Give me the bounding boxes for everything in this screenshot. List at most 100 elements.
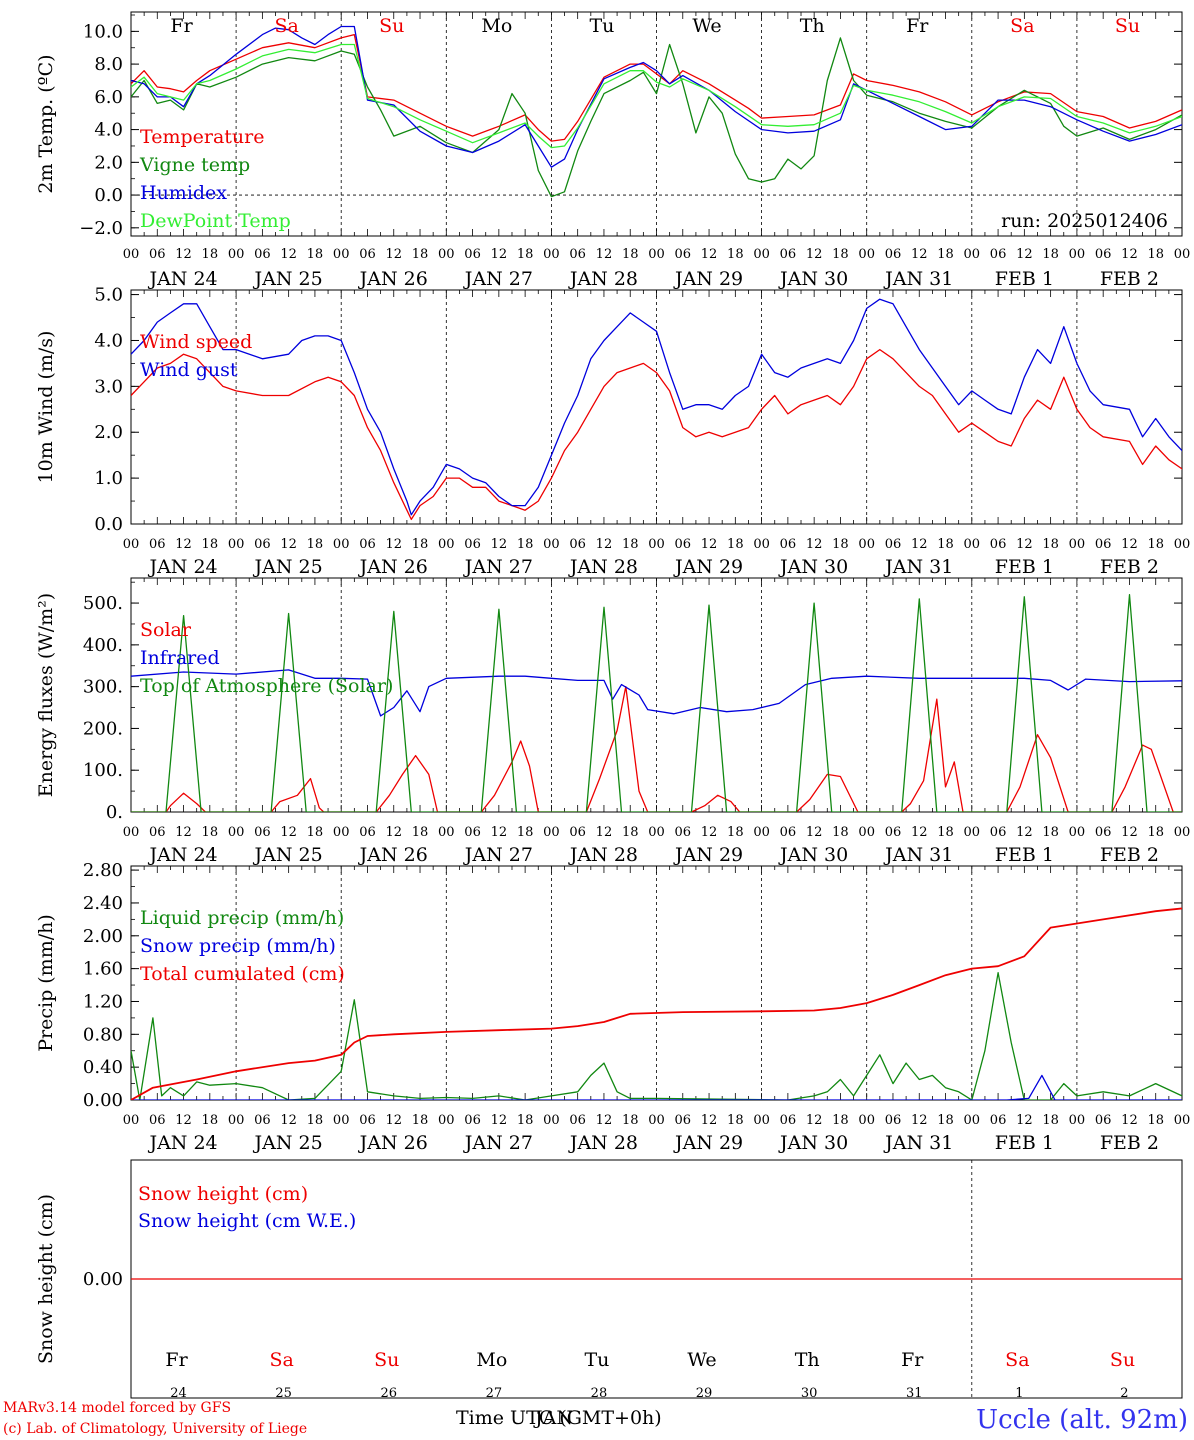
series-line-wind-gust	[131, 298, 1182, 516]
date-label: JAN 24	[147, 844, 217, 866]
panel-1: −2.0 0.0 2.0 4.0 6.0 8.0 10.0 2m Temp. (ºC) Temp…	[35, 11, 1190, 290]
hour-tick-label: 18	[412, 1113, 429, 1128]
legend-entry: Solar	[140, 619, 192, 641]
hour-tick-label: 18	[307, 247, 324, 262]
hour-tick-label: 06	[359, 247, 376, 262]
hour-tick-label: 06	[990, 1113, 1007, 1128]
hour-tick-label: 06	[780, 537, 797, 552]
hour-tick-label: 12	[491, 247, 508, 262]
hour-tick-label: 00	[333, 1113, 350, 1128]
hour-tick-label: 18	[202, 1113, 219, 1128]
y-axis-label: 10m Wind (m/s)	[35, 331, 57, 484]
hour-tick-label: 18	[1042, 247, 1059, 262]
date-label: JAN 29	[673, 1132, 743, 1154]
hour-tick-label: 06	[149, 537, 166, 552]
series-line-temperature	[131, 33, 1182, 142]
time-axis-label: Time UTC (GMT+0h)	[456, 1407, 662, 1429]
y-tick-label: 1.60	[83, 959, 123, 980]
hour-tick-label: 00	[543, 537, 560, 552]
hour-tick-label: 12	[1016, 537, 1033, 552]
hour-tick-label: 12	[596, 247, 613, 262]
hour-tick-label: 06	[254, 1113, 271, 1128]
date-label: JAN 31	[883, 844, 953, 866]
date-label: JAN 26	[358, 268, 428, 290]
hour-tick-label: 00	[228, 537, 245, 552]
hour-tick-label: 18	[832, 247, 849, 262]
hour-tick-label: 12	[175, 1113, 192, 1128]
date-label: FEB 2	[1100, 844, 1159, 866]
hour-tick-label: 06	[254, 247, 271, 262]
hour-tick-label: 18	[1147, 247, 1164, 262]
hour-tick-label: 12	[701, 247, 718, 262]
hour-tick-label: 00	[543, 1113, 560, 1128]
weekday-label: Sa	[1005, 1349, 1029, 1371]
hour-tick-label: 18	[1042, 1113, 1059, 1128]
date-label: JAN 26	[358, 1132, 428, 1154]
hour-tick-label: 18	[1147, 825, 1164, 840]
weekday-label: We	[692, 15, 721, 37]
series-line-snow-precip-mm-h	[131, 1074, 1182, 1100]
date-label: JAN 30	[778, 556, 848, 578]
y-tick-label: 2.40	[83, 893, 123, 914]
date-label: FEB 2	[1100, 1132, 1159, 1154]
date-label: JAN 25	[253, 268, 323, 290]
hour-tick-label: 12	[806, 1113, 823, 1128]
hour-tick-label: 00	[123, 537, 140, 552]
y-axis-label: Snow height (cm)	[35, 1194, 57, 1364]
hour-tick-label: 00	[543, 247, 560, 262]
hour-tick-label: 06	[149, 825, 166, 840]
hour-tick-label: 06	[675, 825, 692, 840]
legend-entry: Humidex	[140, 182, 227, 204]
y-axis-label: Energy fluxes (W/m²)	[35, 593, 57, 797]
hour-tick-label: 18	[832, 537, 849, 552]
hour-tick-label: 00	[123, 247, 140, 262]
legend-entry: Liquid precip (mm/h)	[140, 907, 344, 929]
y-tick-label: 0.00	[83, 1090, 123, 1111]
date-label: JAN 27	[463, 1132, 533, 1154]
panel-4: 0.00 0.40 0.80 1.20 1.60 2.00 2.40 2.80 Precip (…	[35, 860, 1190, 1154]
hour-tick-label: 00	[333, 825, 350, 840]
y-tick-label: 300.	[83, 677, 123, 698]
hour-tick-label: 06	[675, 537, 692, 552]
hour-tick-label: 12	[1121, 825, 1138, 840]
legend-entry: Total cumulated (cm)	[140, 963, 345, 985]
hour-tick-label: 12	[175, 825, 192, 840]
series-line-infrared	[131, 669, 1182, 717]
weekday-label: Fr	[901, 1349, 924, 1371]
hour-tick-label: 06	[990, 825, 1007, 840]
hour-tick-label: 18	[832, 825, 849, 840]
hour-tick-label: 12	[491, 825, 508, 840]
hour-tick-label: 00	[648, 537, 665, 552]
hour-tick-label: 12	[491, 1113, 508, 1128]
hour-tick-label: 00	[753, 247, 770, 262]
hour-tick-label: 00	[438, 247, 455, 262]
date-label: JAN 29	[673, 844, 743, 866]
hour-tick-label: 06	[464, 825, 481, 840]
date-label: JAN 30	[778, 1132, 848, 1154]
hour-tick-label: 12	[596, 1113, 613, 1128]
hour-tick-label: 18	[622, 825, 639, 840]
weekday-label: We	[687, 1349, 716, 1371]
date-label: JAN 27	[463, 844, 533, 866]
hour-tick-label: 00	[543, 825, 560, 840]
date-label: FEB 2	[1100, 556, 1159, 578]
hour-tick-label: 18	[412, 247, 429, 262]
hour-tick-label: 18	[412, 825, 429, 840]
y-tick-label: 4.0	[94, 120, 123, 141]
weekday-label: Sa	[274, 15, 298, 37]
hour-tick-label: 06	[675, 1113, 692, 1128]
y-tick-label: 100.	[83, 760, 123, 781]
y-tick-label: −2.0	[79, 218, 123, 239]
day-number-label: 27	[486, 1386, 503, 1401]
legend-entry: Wind gust	[140, 359, 238, 381]
y-tick-label: 6.0	[94, 87, 123, 108]
hour-tick-label: 00	[648, 247, 665, 262]
hour-tick-label: 00	[858, 247, 875, 262]
weekday-label: Fr	[170, 15, 193, 37]
weekday-label: Fr	[165, 1349, 188, 1371]
model-credit: MARv3.14 model forced by GFS	[3, 1400, 231, 1416]
hour-tick-label: 06	[1095, 825, 1112, 840]
hour-tick-label: 00	[438, 537, 455, 552]
hour-tick-label: 18	[307, 537, 324, 552]
series-line-top-of-atmosphere-solar	[131, 594, 1182, 812]
